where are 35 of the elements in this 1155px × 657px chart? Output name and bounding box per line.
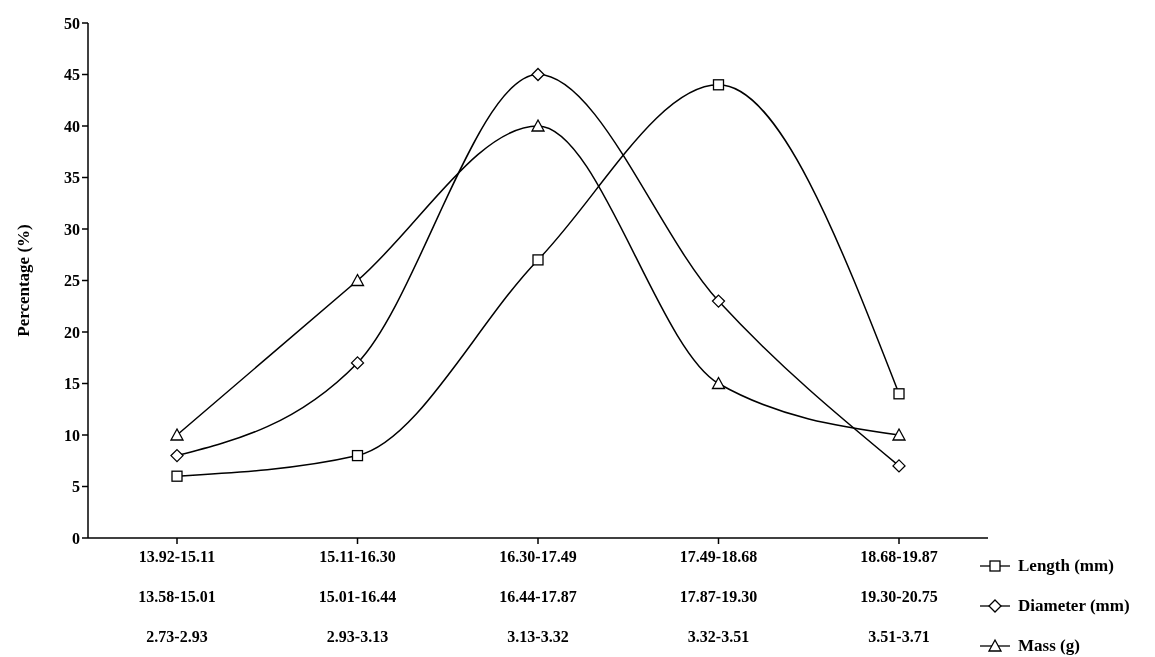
category-label: 17.49-18.68 17.87-19.30 3.32-3.51: [679, 548, 758, 645]
point: [711, 376, 726, 390]
point: [531, 119, 545, 132]
y-tick-label: 15: [64, 375, 80, 393]
category-label: 13.92-15.11 13.58-15.01 2.73-2.93: [138, 548, 216, 645]
y-tick-label: 30: [64, 220, 80, 238]
y-tick-label: 10: [64, 426, 80, 444]
point: [893, 388, 905, 400]
point: [531, 67, 545, 82]
point: [170, 448, 184, 463]
category-label: 18.68-19.87 19.30-20.75 3.51-3.71: [860, 548, 938, 645]
point: [711, 294, 726, 308]
y-axis-title: Percentage (%): [14, 224, 34, 337]
point: [532, 254, 544, 266]
point: [170, 428, 184, 441]
y-tick-label: 20: [64, 323, 80, 341]
point: [712, 79, 725, 91]
category-label: 16.30-17.49 16.44-17.87 3.13-3.32: [499, 548, 577, 645]
y-tick-label: 35: [64, 169, 80, 187]
point: [171, 470, 183, 482]
y-tick-label: 50: [64, 14, 80, 32]
point: [892, 428, 906, 441]
y-tick-label: 40: [64, 117, 80, 135]
category-label: 15.11-16.30 15.01-16.44 2.93-3.13: [318, 548, 397, 645]
legend-label: Mass (g): [1018, 636, 1080, 656]
point: [350, 273, 365, 287]
y-tick-label: 0: [72, 529, 80, 547]
point: [892, 459, 906, 473]
legend-label: Length (mm): [1018, 556, 1114, 576]
point: [351, 449, 364, 462]
y-tick-label: 45: [64, 66, 80, 84]
y-tick-label: 25: [64, 272, 80, 290]
y-tick-label: 5: [72, 478, 80, 496]
legend-label: Diameter (mm): [1018, 596, 1130, 616]
point: [350, 356, 365, 370]
